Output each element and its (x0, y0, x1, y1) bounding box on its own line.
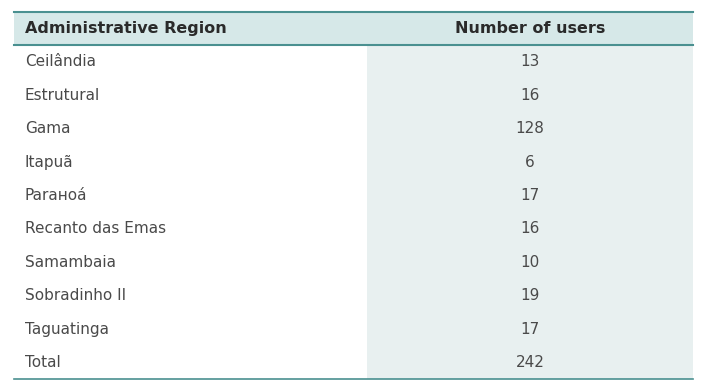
Bar (14, 246, 367, 279)
Bar (14, 279, 367, 312)
Text: Estrutural: Estrutural (25, 88, 100, 103)
Text: Parаноá: Parаноá (25, 188, 87, 203)
Bar (367, 12, 693, 45)
Bar (14, 12, 367, 45)
Text: Total: Total (25, 355, 61, 370)
Text: 13: 13 (520, 54, 539, 69)
Bar (367, 145, 693, 179)
Bar (367, 212, 693, 246)
Text: 242: 242 (515, 355, 544, 370)
Bar (367, 79, 693, 112)
Bar (14, 212, 367, 246)
Text: 10: 10 (520, 255, 539, 270)
Bar (14, 145, 367, 179)
Text: Number of users: Number of users (455, 21, 605, 36)
Text: Taguatinga: Taguatinga (25, 322, 109, 337)
Text: Recanto das Emas: Recanto das Emas (25, 221, 166, 236)
Text: 6: 6 (525, 154, 534, 170)
Text: 17: 17 (520, 322, 539, 337)
Bar (367, 246, 693, 279)
Text: Gama: Gama (25, 121, 70, 136)
Bar (14, 312, 367, 346)
Text: 19: 19 (520, 288, 539, 303)
Bar (367, 112, 693, 145)
Bar (14, 112, 367, 145)
Bar (367, 45, 693, 79)
Text: Sobradinho II: Sobradinho II (25, 288, 126, 303)
Text: Samambaia: Samambaia (25, 255, 116, 270)
Bar (14, 179, 367, 212)
Text: 16: 16 (520, 221, 539, 236)
Bar (14, 346, 367, 379)
Bar (367, 312, 693, 346)
Bar (14, 79, 367, 112)
Bar (14, 45, 367, 79)
Text: Itapuã: Itapuã (25, 154, 74, 170)
Text: 17: 17 (520, 188, 539, 203)
Text: Ceilândia: Ceilândia (25, 54, 95, 69)
Bar (367, 346, 693, 379)
Text: 128: 128 (515, 121, 544, 136)
Text: Administrative Region: Administrative Region (25, 21, 226, 36)
Bar (367, 179, 693, 212)
Bar (367, 279, 693, 312)
Text: 16: 16 (520, 88, 539, 103)
